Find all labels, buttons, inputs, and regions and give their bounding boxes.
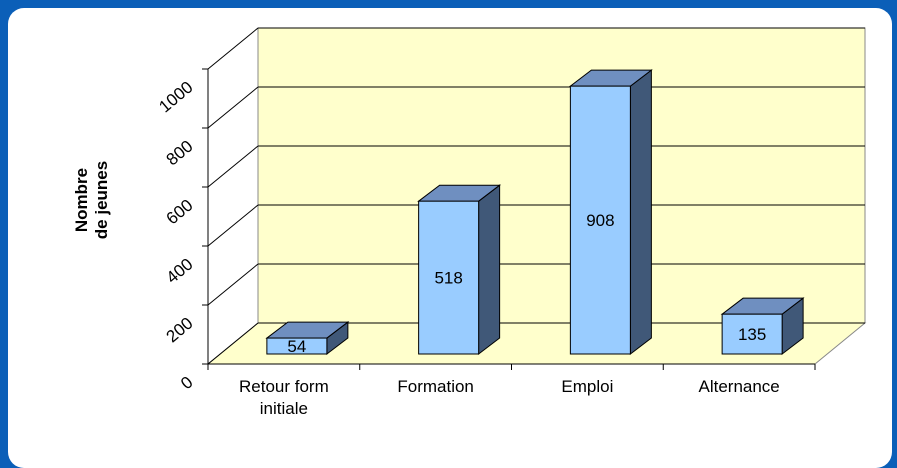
y-tick-label: 200 xyxy=(163,314,197,347)
x-tick-label: Emploi xyxy=(561,377,614,396)
back-wall xyxy=(257,27,866,324)
x-tick-label: Retour form initiale xyxy=(239,377,329,418)
data-label: 908 xyxy=(586,211,614,230)
x-tick-label: Alternance xyxy=(698,377,780,396)
side-grid-line xyxy=(207,145,259,188)
bar xyxy=(418,200,480,355)
side-grid-line xyxy=(207,27,259,70)
y-tick-label: 800 xyxy=(163,137,197,170)
bar-side xyxy=(478,184,501,356)
side-grid-line xyxy=(207,322,259,365)
y-tick-label: 600 xyxy=(163,196,197,229)
x-tick-label: Formation xyxy=(397,377,474,396)
y-axis-label: Nombre de jeunes xyxy=(72,160,111,240)
bar xyxy=(721,313,783,355)
data-label: 518 xyxy=(434,269,462,288)
side-grid-line xyxy=(207,86,259,129)
bar-side xyxy=(629,69,652,356)
bar xyxy=(266,337,328,355)
data-label: 135 xyxy=(738,325,766,344)
bar xyxy=(569,85,631,355)
data-label: 54 xyxy=(287,337,306,356)
y-tick-label: 1000 xyxy=(155,78,196,117)
y-tick-label: 400 xyxy=(163,255,197,288)
side-grid-line xyxy=(207,204,259,247)
side-grid-line xyxy=(207,263,259,306)
y-tick-label: 0 xyxy=(177,373,196,394)
